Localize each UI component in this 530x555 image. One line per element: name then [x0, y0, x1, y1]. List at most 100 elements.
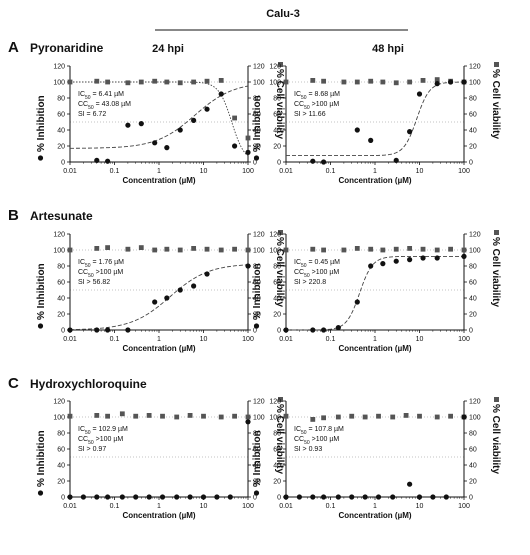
y-tick-label-right: 60 [253, 280, 261, 287]
x-axis-label: Concentration (µM) [122, 511, 195, 520]
y-tick-label-right: 100 [253, 248, 265, 255]
y-tick-label-left: 80 [273, 431, 281, 438]
inhibition-point [245, 263, 251, 269]
legend-square-marker [494, 230, 499, 235]
viability-point [407, 79, 413, 85]
viability-point [283, 247, 289, 253]
inhibition-point [164, 295, 170, 301]
viability-point [380, 79, 386, 85]
x-tick-label: 10 [200, 168, 208, 175]
inhibition-point [461, 253, 467, 259]
y-axis-label-left: % Inhibition [252, 263, 263, 329]
viability-point [407, 246, 413, 251]
x-tick-label: 0.01 [63, 336, 77, 343]
inhibition-point [416, 91, 423, 97]
x-tick-label: 0.01 [63, 168, 77, 175]
y-tick-label-right: 0 [253, 328, 257, 335]
y-tick-label-right: 0 [469, 328, 473, 335]
y-tick-label-left: 80 [57, 264, 65, 271]
inhibition-point [191, 283, 197, 289]
inhibition-fit-curve [69, 85, 249, 149]
y-tick-label-right: 20 [469, 312, 477, 319]
viability-point [177, 247, 183, 253]
y-axis-label-right-text: % Cell viability [490, 69, 501, 139]
y-tick-label-right: 40 [469, 463, 477, 470]
x-tick-label: 0.01 [279, 336, 293, 343]
x-axis-label: Concentration (µM) [122, 176, 195, 185]
viability-point [177, 80, 183, 86]
viability-point [160, 413, 165, 419]
inhibition-point [448, 79, 454, 85]
y-tick-label-right: 100 [469, 415, 481, 422]
viability-point [349, 413, 355, 419]
y-tick-label-left: 120 [53, 232, 65, 239]
y-tick-label-left: 20 [273, 144, 281, 151]
viability-point [354, 246, 360, 251]
inhibition-point [227, 494, 233, 500]
annotation-1: IC50 = 6.41 µM [78, 91, 124, 101]
annotation-2: CC50 >100 µM [294, 436, 339, 446]
x-tick-label: 0.1 [326, 503, 336, 510]
y-tick-label-right: 20 [253, 479, 261, 486]
viability-point [417, 413, 422, 419]
viability-point [341, 79, 347, 85]
y-tick-label-right: 100 [253, 80, 265, 87]
panel-letter-b: B [8, 207, 19, 224]
inhibition-point [416, 494, 423, 500]
annotation-3: SI > 220.8 [294, 279, 326, 286]
y-axis-label-right: % Cell viability [490, 62, 501, 139]
inhibition-point [310, 494, 316, 500]
y-tick-label-right: 60 [469, 280, 477, 287]
y-tick-label-right: 40 [253, 463, 261, 470]
viability-point [310, 78, 316, 83]
inhibition-point [204, 271, 210, 277]
viability-point [164, 246, 170, 252]
x-tick-label: 10 [200, 336, 208, 343]
viability-point [434, 77, 440, 82]
inhibition-point [407, 129, 413, 135]
y-tick-label-right: 100 [469, 80, 481, 87]
x-tick-label: 10 [416, 336, 424, 343]
inhibition-point [430, 494, 436, 500]
x-tick-label: 0.1 [110, 503, 120, 510]
y-tick-label-right: 80 [469, 431, 477, 438]
x-axis-label: Concentration (µM) [338, 176, 411, 185]
inhibition-point [407, 257, 413, 263]
viability-point [245, 414, 251, 420]
inhibition-point [159, 494, 166, 500]
inhibition-point [138, 121, 144, 127]
viability-point [164, 79, 170, 85]
inhibition-point [443, 494, 449, 500]
viability-point [321, 78, 327, 84]
y-axis-label-left: % Inhibition [36, 430, 47, 496]
x-tick-label: 100 [242, 503, 254, 510]
inhibition-point [434, 255, 440, 261]
x-tick-label: 100 [458, 503, 470, 510]
viability-point [105, 245, 111, 250]
inhibition-point [321, 494, 327, 500]
viability-point [67, 413, 73, 419]
viability-point [187, 413, 193, 418]
viability-point [204, 78, 210, 84]
timepoint-header-48: 48 hpi [372, 43, 404, 55]
inhibition-point [80, 494, 86, 500]
viability-point [335, 414, 341, 420]
inhibition-point [354, 127, 360, 133]
inhibition-point [434, 81, 440, 87]
inhibition-point [218, 91, 224, 97]
viability-point [133, 413, 139, 419]
inhibition-point [125, 122, 131, 128]
inhibition-fit-curve [69, 264, 249, 331]
y-tick-label-left: 60 [273, 280, 281, 287]
inhibition-point [461, 79, 467, 85]
viability-point [94, 413, 100, 418]
inhibition-fit-curve [286, 255, 464, 331]
inhibition-point [105, 158, 111, 164]
viability-point [94, 78, 100, 84]
annotation-2: CC50 >100 µM [78, 269, 123, 279]
viability-point [191, 246, 197, 251]
viability-point [393, 246, 399, 252]
y-axis-label-right-text: % Cell viability [274, 237, 285, 307]
